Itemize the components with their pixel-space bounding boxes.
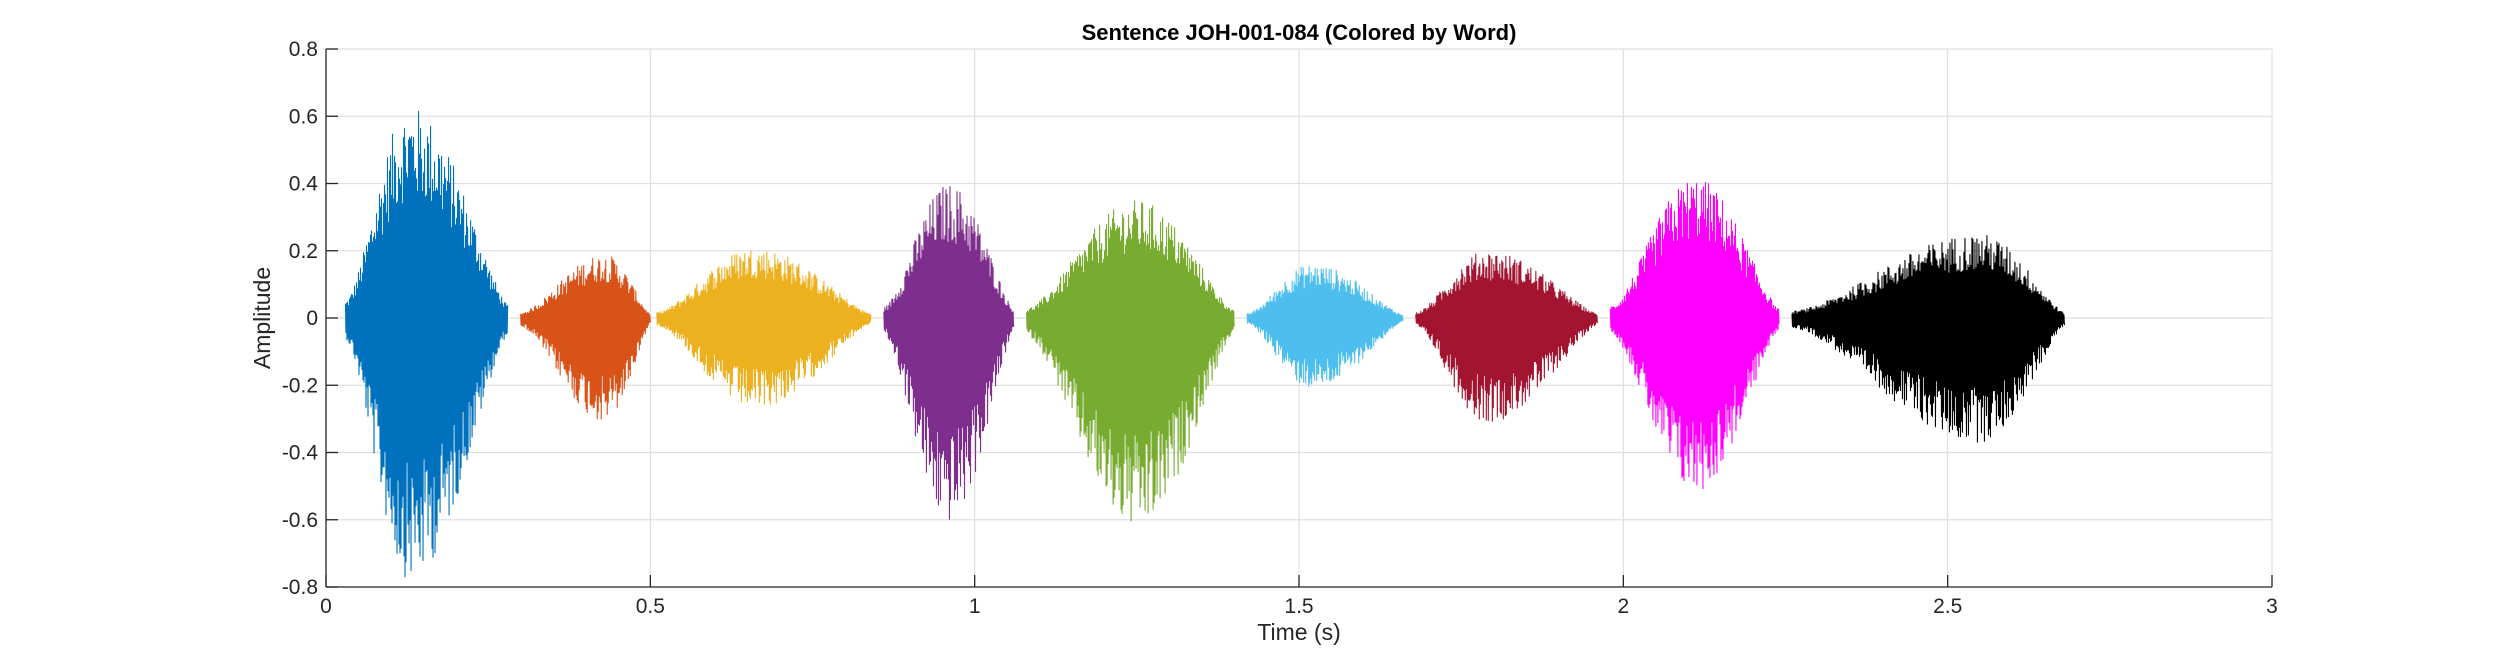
chart-title: Sentence JOH-001-084 (Colored by Word) [1082,20,1517,45]
x-tick-label: 3 [2266,595,2278,618]
waveform-segment-4 [883,186,1015,520]
y-tick-label: 0.2 [289,240,318,263]
y-tick-label: 0.8 [289,38,318,61]
x-tick-label: 1.5 [1284,595,1313,618]
waveform-segment-9 [1791,235,2065,443]
y-tick-label: 0.4 [289,173,319,196]
y-tick-label: -0.2 [282,374,318,397]
x-axis-label: Time (s) [1257,619,1340,645]
waveform-segment-8 [1609,181,1780,490]
waveform-segment-5 [1026,200,1235,522]
y-tick-label: -0.6 [282,509,318,532]
axes: 0 0.5 1 1.5 2 2.5 3 -0.8 -0.6 -0.4 -0.2 0 0.2 0.4 0.6 0… [282,38,2278,618]
x-tick-label: 2 [1617,595,1629,618]
waveform-segment-2 [520,256,651,420]
x-tick-label: 0.5 [636,595,665,618]
y-tick-label: -0.4 [282,442,319,465]
waveform-segment-6 [1246,265,1404,387]
y-axis-label: Amplitude [249,267,275,369]
waveform-segment-7 [1415,253,1598,422]
x-tick-label: 2.5 [1933,595,1962,618]
y-tick-label: 0 [306,307,318,330]
x-tick-label: 1 [969,595,981,618]
x-tick-label: 0 [320,595,332,618]
waveform-layer [344,110,2065,578]
waveform-segment-1 [344,110,509,578]
waveform-segment-3 [656,250,872,405]
y-tick-label: -0.8 [282,576,318,599]
y-tick-label: 0.6 [289,105,318,128]
